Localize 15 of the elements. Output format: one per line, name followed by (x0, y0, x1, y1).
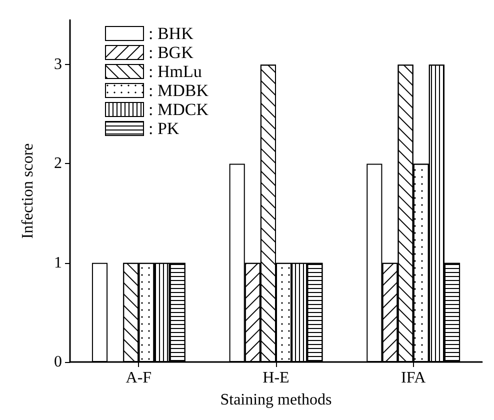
x-tick-label: A-F (126, 370, 152, 386)
legend-label: : BHK (148, 24, 194, 43)
y-tick-label: 3 (54, 56, 62, 74)
y-tick-label: 2 (54, 155, 62, 172)
x-tick-label: IFA (401, 370, 426, 386)
legend-label: : BGK (148, 43, 194, 62)
x-axis-title: Staining methods (220, 392, 332, 408)
legend-label: : PK (148, 119, 180, 138)
legend-label: : HmLu (148, 62, 202, 81)
y-tick-label: 1 (54, 254, 62, 272)
y-axis-title: Infection score (20, 143, 36, 239)
legend-label: : MDCK (148, 100, 210, 119)
x-tick-label: H-E (262, 370, 290, 386)
y-tick-label: 0 (54, 354, 62, 370)
legend-label: : MDBK (148, 81, 210, 100)
